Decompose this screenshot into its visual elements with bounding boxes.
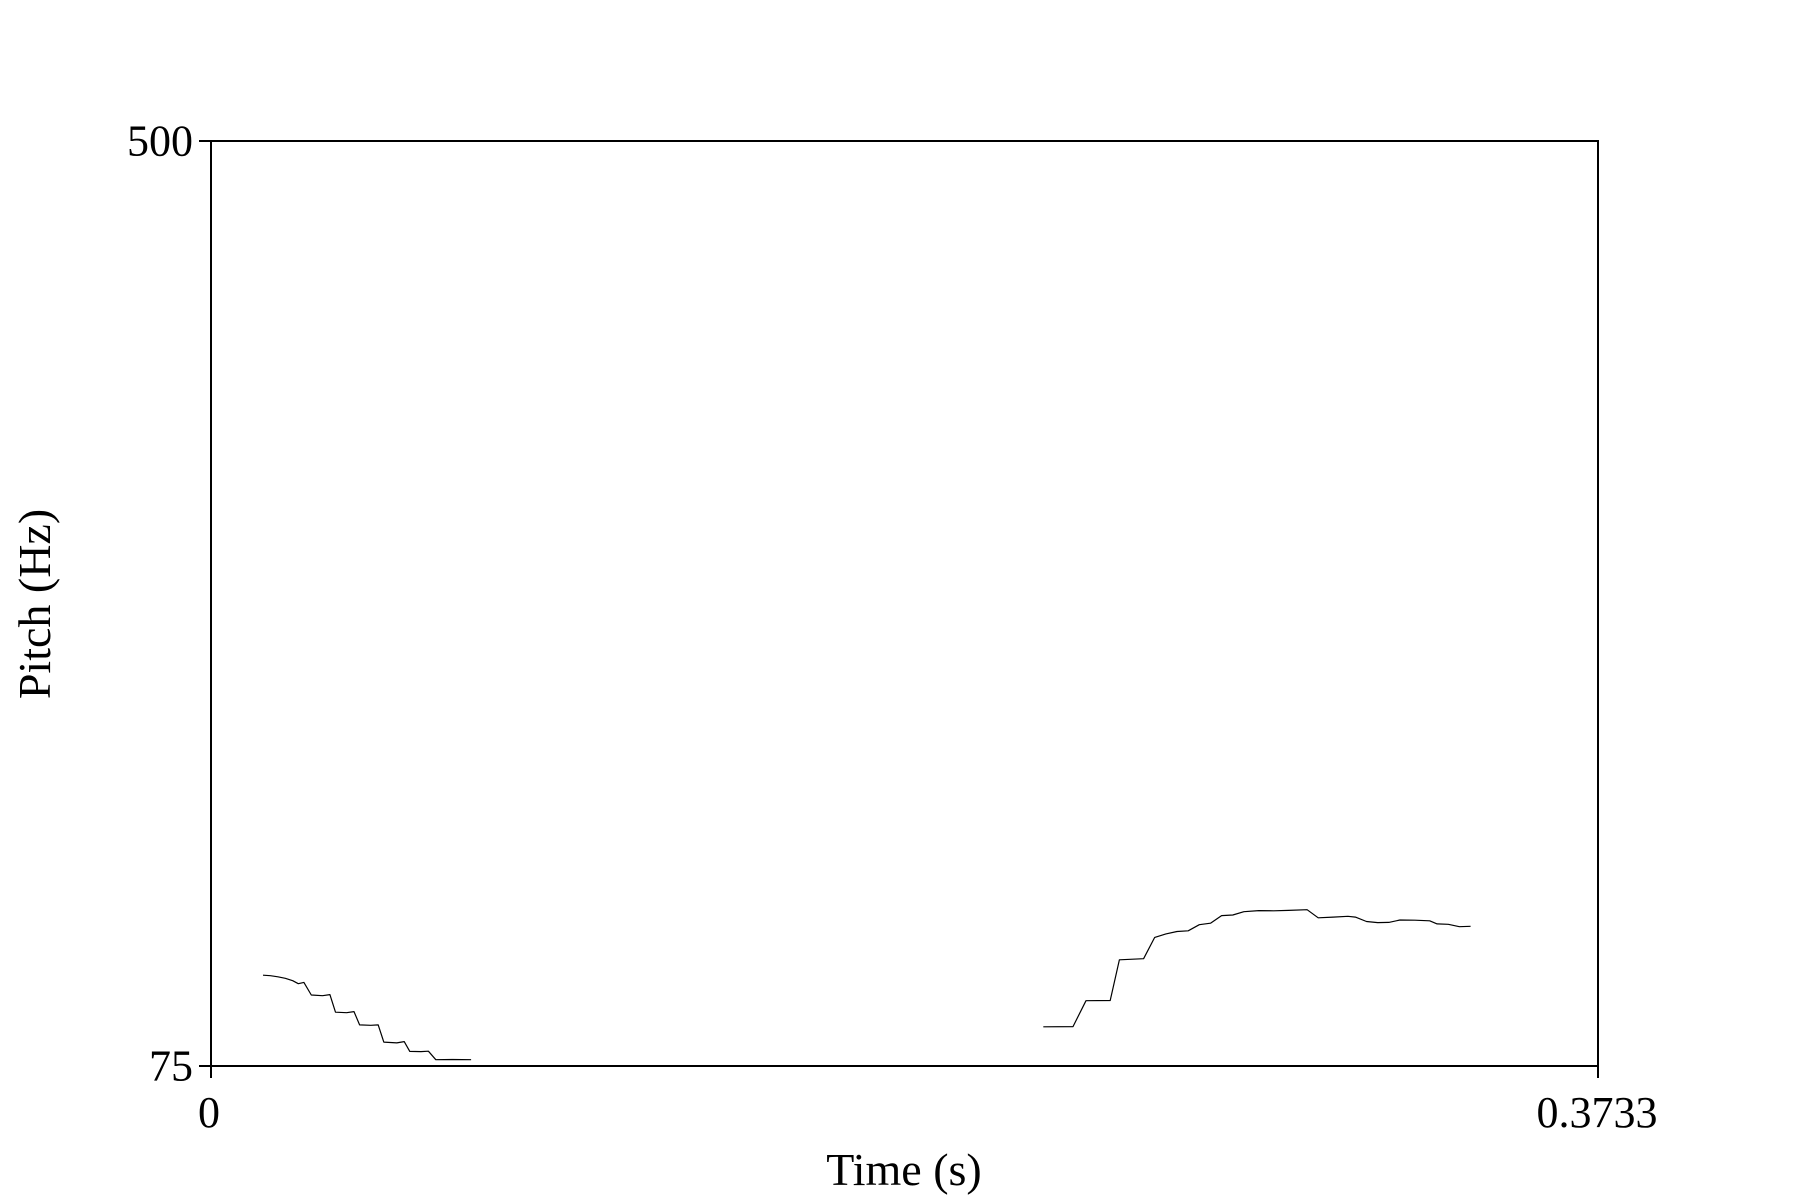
pitch-contour-segment-2: [1043, 909, 1471, 1028]
x-tick-label-right: 0.3733: [1537, 1088, 1658, 1137]
y-tick-label-top: 500: [127, 117, 193, 166]
series-layer: [262, 909, 1471, 1061]
y-tick-label-bottom: 75: [149, 1042, 193, 1091]
pitch-contour-segment-1: [262, 974, 472, 1061]
x-axis-label: Time (s): [826, 1144, 982, 1195]
x-tick-label-left: 0: [198, 1088, 220, 1137]
plot-frame: [210, 140, 1599, 1067]
y-axis-label: Pitch (Hz): [9, 509, 60, 699]
